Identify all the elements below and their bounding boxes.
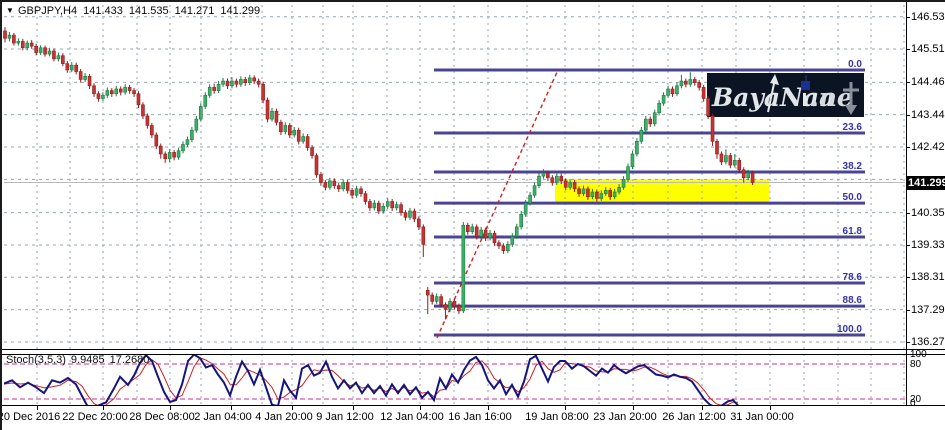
fib-label-0.0: 0.0	[848, 59, 862, 70]
fibonacci-retracement[interactable]: 0.0 23.6 38.2 50.0 61.8 78.6 88.6 100.0	[434, 59, 865, 337]
time-axis-label: 4 Jan 20:00	[255, 411, 313, 423]
fib-label-88.6: 88.6	[843, 295, 863, 306]
stochastic-name: Stoch(3,5,3)	[6, 354, 66, 366]
watermark-down-arrowhead-icon	[845, 105, 857, 115]
symbol-period-label: GBPJPY,H4	[18, 5, 78, 17]
stochastic-title: Stoch(3,5,3) 9.9485 17.2680	[6, 354, 154, 366]
time-axis-tick	[170, 406, 171, 410]
stochastic-k-value: 9.9485	[70, 354, 105, 366]
time-axis-label: 22 Dec 20:00	[62, 411, 128, 423]
price-axis-tick	[906, 82, 910, 84]
price-axis-tick	[906, 49, 910, 51]
watermark-up-arrowhead-icon	[770, 74, 779, 85]
candlestick-series	[3, 27, 755, 320]
stochastic-indicator	[4, 353, 905, 405]
fib-label-61.8: 61.8	[843, 226, 863, 237]
stoch-axis-label: 20	[910, 393, 922, 405]
ohlc-close: 141.299	[220, 5, 261, 17]
time-axis-label: 16 Jan 16:00	[448, 411, 512, 423]
watermark-tick-mark	[803, 93, 806, 106]
time-axis-tick	[103, 406, 104, 410]
time-axis-label: 26 Jan 12:00	[662, 411, 726, 423]
time-axis-label: 12 Jan 04:00	[380, 411, 444, 423]
fib-label-78.6: 78.6	[843, 272, 863, 283]
price-axis-tick	[906, 341, 910, 343]
time-axis-label: 9 Jan 12:00	[316, 411, 374, 423]
stoch-axis-label: 0	[910, 398, 916, 409]
price-axis-tick	[906, 212, 910, 214]
ohlc-high: 141.535	[128, 5, 169, 17]
fib-label-50.0: 50.0	[843, 192, 863, 203]
ohlc-low: 141.271	[174, 5, 215, 17]
fib-label-100.0: 100.0	[837, 324, 862, 335]
time-axis-tick	[292, 406, 293, 410]
time-axis-label: 31 Jan 00:00	[730, 411, 794, 423]
time-axis-tick	[37, 406, 38, 410]
chart-title: GBPJPY,H4 141.433 141.535 141.271 141.299	[18, 5, 266, 17]
time-axis-tick	[565, 406, 566, 410]
watermark: BayaNaa .ne	[707, 73, 864, 117]
price-axis-label: 145.510	[911, 43, 945, 56]
watermark-candle-icon	[801, 81, 810, 90]
current-price-tag: 141.299	[906, 175, 945, 190]
price-axis-tick	[906, 244, 910, 246]
price-axis-tick	[906, 277, 910, 279]
time-axis-tick	[420, 406, 421, 410]
time-axis-label: 19 Jan 08:00	[525, 411, 589, 423]
fib-label-38.2: 38.2	[843, 161, 863, 172]
stochastic-d-value: 17.2680	[109, 354, 150, 366]
price-axis-tick	[906, 309, 910, 311]
panel-separator[interactable]	[2, 349, 945, 355]
time-axis-tick	[488, 406, 489, 410]
time-axis-tick	[702, 406, 703, 410]
price-axis-label: 139.330	[911, 238, 945, 251]
time-axis-label: 20 Dec 2016	[0, 411, 61, 423]
price-axis-label: 138.310	[911, 271, 945, 284]
price-axis-label: 143.440	[911, 108, 945, 121]
watermark-up-arrow-icon	[767, 78, 776, 113]
price-axis-label: 146.530	[911, 10, 945, 23]
stoch-axis-label: 100	[910, 349, 927, 360]
time-axis-label: 23 Jan 20:00	[593, 411, 657, 423]
price-axis-tick	[906, 16, 910, 18]
time-axis-tick	[633, 406, 634, 410]
stoch-axis-label: 80	[910, 358, 922, 370]
symbol-dropdown-icon[interactable]: ▼	[6, 6, 14, 15]
fib-label-23.6: 23.6	[843, 122, 863, 133]
price-axis-border	[906, 2, 907, 406]
time-axis-border	[2, 405, 945, 406]
price-axis-tick	[906, 114, 910, 116]
watermark-text-tail: .ne	[810, 83, 853, 112]
price-axis-label: 136.270	[911, 335, 945, 348]
time-axis-tick	[770, 406, 771, 410]
stoch-main-line	[4, 353, 739, 405]
time-axis-tick	[231, 406, 232, 410]
price-axis-label: 137.290	[911, 303, 945, 316]
price-axis-tick	[906, 147, 910, 148]
time-axis-tick	[353, 406, 354, 410]
price-axis-label: 142.420	[911, 141, 945, 153]
price-axis-label: 144.460	[911, 76, 945, 89]
price-axis-label: 140.350	[911, 206, 945, 219]
time-axis-label: 28 Dec 08:00	[129, 411, 195, 423]
time-axis-label: 2 Jan 04:00	[194, 411, 252, 423]
ohlc-open: 141.433	[83, 5, 123, 17]
